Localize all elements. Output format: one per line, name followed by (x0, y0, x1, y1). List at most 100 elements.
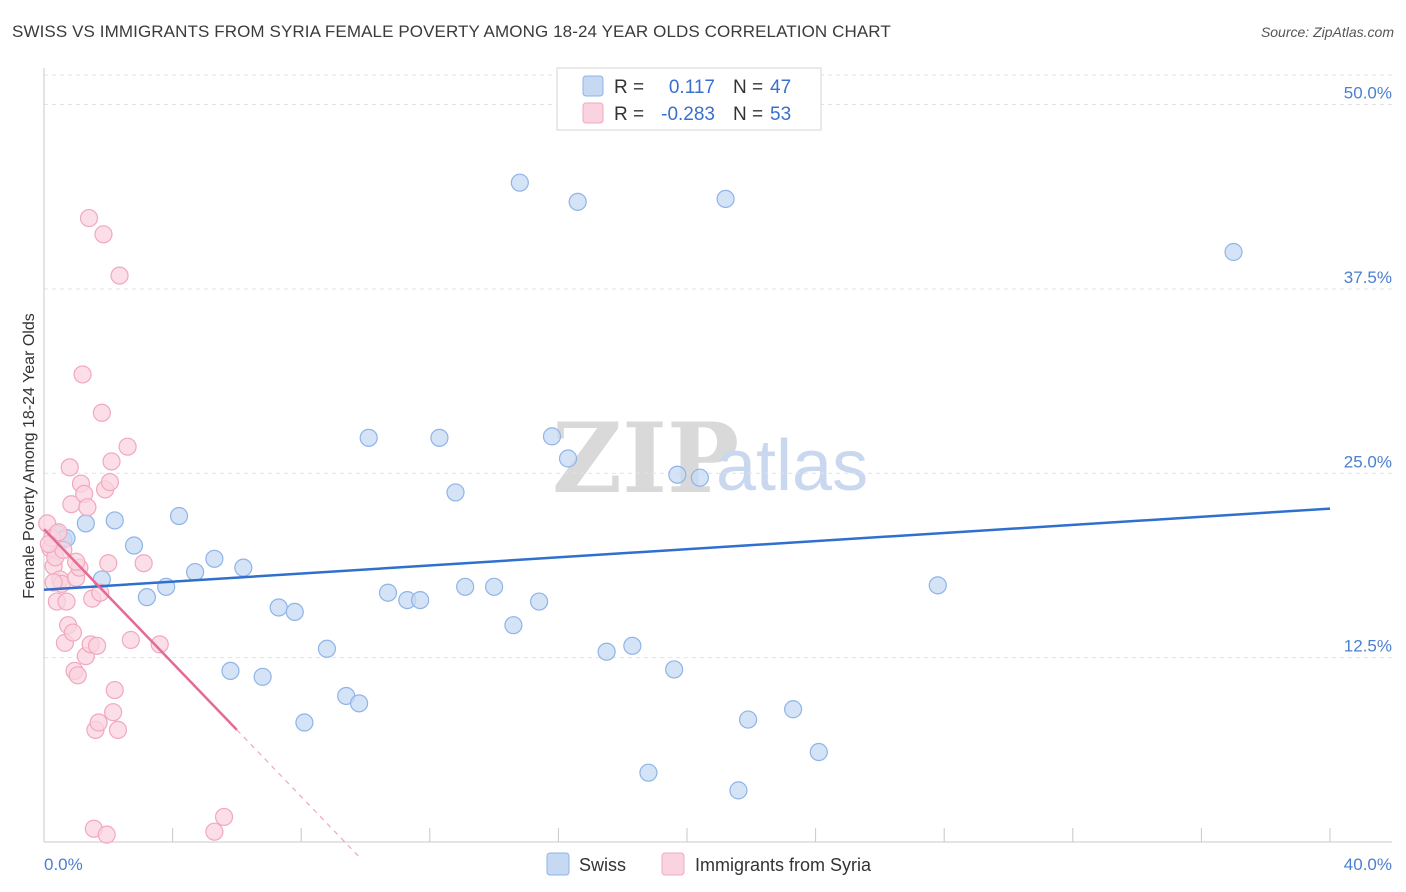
syria-point (92, 403, 111, 422)
swiss-point (623, 636, 642, 655)
syria-point (49, 523, 68, 542)
syria-point (57, 592, 76, 611)
y-tick-labels: 12.5% 25.0% 37.5% 50.0% (1344, 84, 1392, 656)
swiss-trend-line (43, 507, 1331, 592)
swiss-point (690, 468, 709, 487)
x-tick-marks (43, 828, 1331, 842)
x-tick-label-min: 0.0% (44, 855, 83, 874)
syria-point (134, 554, 153, 573)
swiss-point (253, 667, 272, 686)
correlation-legend: R = 0.117 N = 47 R = -0.283 N = 53 (556, 67, 822, 131)
swiss-point (359, 428, 378, 447)
legend-swatch-syria (582, 102, 604, 124)
swiss-point (295, 713, 314, 732)
swiss-point (378, 583, 398, 602)
syria-point (99, 554, 118, 573)
swiss-point (530, 592, 549, 611)
swiss-point (285, 602, 304, 622)
syria-point (121, 630, 140, 650)
swiss-point (269, 598, 288, 617)
swiss-point (738, 710, 758, 729)
swiss-point (169, 506, 189, 526)
swiss-point (221, 661, 240, 681)
swiss-point (568, 192, 587, 211)
swiss-point (729, 781, 748, 800)
y-tick-label: 37.5% (1344, 268, 1392, 287)
syria-trend-line (43, 528, 238, 731)
syria-point (44, 573, 63, 592)
swiss-point (105, 511, 124, 530)
syria-point (100, 473, 120, 492)
y-tick-label: 50.0% (1344, 84, 1392, 103)
x-tick-label-max: 40.0% (1344, 855, 1392, 874)
syria-point (205, 822, 224, 841)
syria-point (63, 623, 83, 642)
syria-point (97, 825, 116, 844)
y-axis-label: Female Poverty Among 18-24 Year Olds (21, 313, 38, 599)
legend-n-value: 47 (770, 77, 791, 98)
syria-point (39, 534, 58, 554)
syria-point (105, 680, 124, 700)
swiss-point (558, 449, 578, 468)
syria-point (91, 583, 110, 602)
watermark-zip: ZIP (552, 402, 739, 515)
syria-point (110, 266, 129, 285)
swiss-point (510, 173, 529, 192)
swiss-point (76, 514, 95, 533)
swiss-point (317, 639, 337, 658)
legend-swatch-syria (661, 852, 685, 876)
watermark: ZIP atlas (552, 402, 868, 515)
syria-point (73, 365, 92, 384)
series-legend: Swiss Immigrants from Syria (546, 852, 872, 876)
swiss-point (349, 694, 369, 713)
syria-point (150, 635, 169, 654)
legend-n-label: N = (733, 104, 763, 125)
syria-point (104, 703, 123, 722)
legend-r-label: R = (614, 104, 644, 125)
swiss-point (456, 577, 475, 596)
y-tick-label: 12.5% (1344, 637, 1392, 656)
legend-label-swiss: Swiss (579, 855, 626, 875)
syria-point (87, 636, 107, 655)
swiss-point (430, 428, 449, 447)
y-tick-label: 25.0% (1344, 452, 1392, 471)
syria-point (68, 666, 87, 685)
syria-trend-line-extension (236, 729, 360, 858)
syria-point (94, 225, 113, 244)
legend-swatch-swiss (582, 75, 604, 97)
swiss-point (186, 562, 205, 582)
legend-n-value: 53 (770, 104, 791, 125)
swiss-point (665, 660, 684, 679)
syria-point (60, 458, 79, 477)
swiss-point (668, 465, 687, 484)
watermark-atlas: atlas (716, 426, 868, 506)
legend-r-label: R = (614, 77, 644, 98)
swiss-point (485, 577, 504, 596)
legend-swatch-swiss (546, 852, 570, 876)
syria-point (102, 452, 121, 471)
legend-n-label: N = (733, 77, 763, 98)
syria-point (108, 720, 128, 740)
axes (43, 68, 1392, 843)
chart-source: Source: ZipAtlas.com (1260, 24, 1394, 40)
swiss-point (446, 483, 465, 502)
syria-points (38, 208, 234, 844)
swiss-point (597, 642, 616, 661)
legend-r-value: -0.283 (661, 104, 715, 125)
swiss-point (639, 763, 658, 782)
trend-lines (43, 507, 1331, 858)
swiss-point (411, 590, 430, 610)
legend-label-syria: Immigrants from Syria (695, 855, 872, 875)
syria-point (89, 713, 108, 732)
syria-point (79, 208, 99, 228)
swiss-point (542, 427, 562, 446)
swiss-point (928, 576, 947, 595)
swiss-point (234, 558, 253, 577)
swiss-point (1224, 242, 1243, 262)
swiss-point (783, 700, 803, 719)
swiss-point (504, 616, 523, 635)
swiss-point (205, 549, 224, 568)
swiss-point (716, 189, 735, 208)
syria-point (78, 498, 97, 517)
